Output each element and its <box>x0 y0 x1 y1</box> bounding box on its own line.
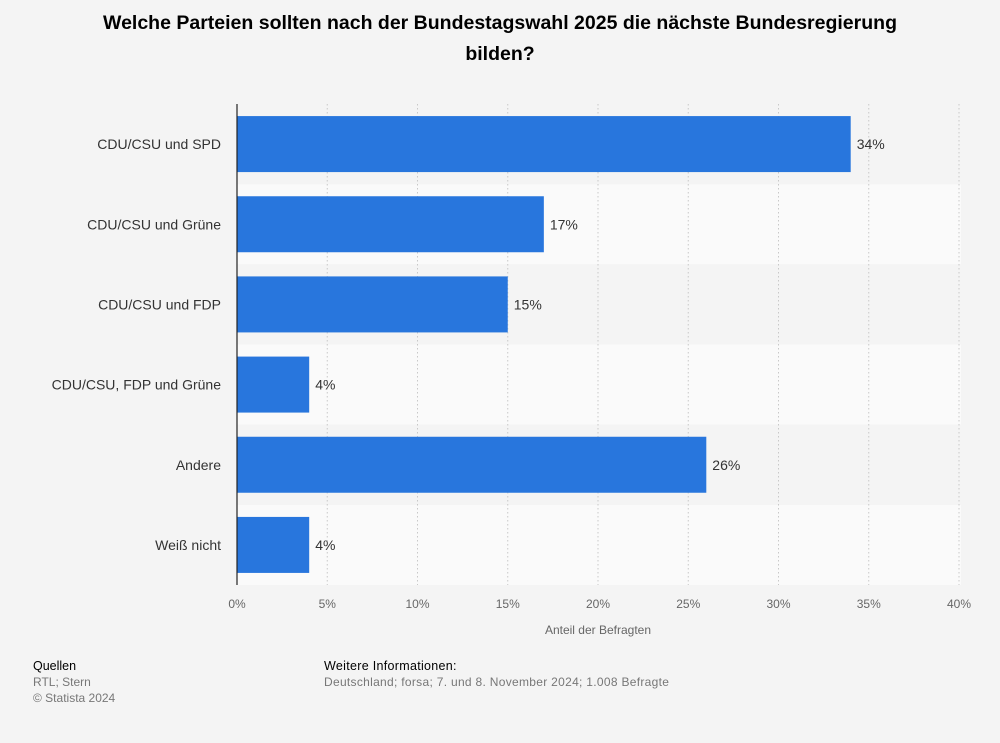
x-tick-label: 20% <box>586 597 610 611</box>
row-band <box>237 344 961 425</box>
bar[interactable] <box>237 436 707 493</box>
row-bands <box>237 104 961 585</box>
bar[interactable] <box>237 356 310 413</box>
bar[interactable] <box>237 516 310 573</box>
x-tick-label: 25% <box>676 597 700 611</box>
value-label: 4% <box>315 537 335 553</box>
value-label: 15% <box>514 296 542 312</box>
sources-block: Quellen RTL; Stern © Statista 2024 <box>33 658 115 706</box>
value-label: 17% <box>550 216 578 232</box>
bar[interactable] <box>237 196 544 253</box>
x-tick-label: 40% <box>947 597 971 611</box>
category-label: Andere <box>176 457 221 473</box>
x-tick-label: 35% <box>857 597 881 611</box>
category-label: CDU/CSU und Grüne <box>87 216 221 232</box>
copyright-text: © Statista 2024 <box>33 691 116 705</box>
x-axis-title: Anteil der Befragten <box>545 623 651 637</box>
category-label: CDU/CSU und FDP <box>98 296 221 312</box>
row-band <box>237 504 961 585</box>
category-label: CDU/CSU und SPD <box>97 136 221 152</box>
bar[interactable] <box>237 276 508 333</box>
x-tick-label: 15% <box>496 597 520 611</box>
info-text: Deutschland; forsa; 7. und 8. November 2… <box>324 675 670 689</box>
value-label: 4% <box>315 377 335 393</box>
sources-heading: Quellen <box>33 659 77 673</box>
info-block: Weitere Informationen: Deutschland; fors… <box>324 658 669 690</box>
chart-title: Welche Parteien sollten nach der Bundest… <box>103 12 897 65</box>
category-labels: CDU/CSU und SPD CDU/CSU und Grüne CDU/CSU … <box>52 136 222 553</box>
value-label: 34% <box>857 136 885 152</box>
x-tick-label: 5% <box>319 597 337 611</box>
sources-text: RTL; Stern <box>33 675 91 689</box>
tick-labels: 0% 5% 10% 15% 20% 25% 30% 35% 40% <box>228 597 971 611</box>
value-labels: 34% 17% 15% 4% 26% 4% <box>315 136 885 553</box>
x-tick-label: 10% <box>405 597 429 611</box>
x-tick-label: 30% <box>766 597 790 611</box>
value-label: 26% <box>712 457 740 473</box>
bar[interactable] <box>237 116 851 173</box>
info-heading: Weitere Informationen: <box>324 659 457 673</box>
category-label: CDU/CSU, FDP und Grüne <box>52 377 222 393</box>
bar-chart: CDU/CSU und SPD CDU/CSU und Grüne CDU/CSU … <box>52 104 971 637</box>
category-label: Weiß nicht <box>155 537 221 553</box>
x-tick-label: 0% <box>228 597 246 611</box>
bars <box>237 116 851 573</box>
gridlines <box>326 104 960 585</box>
